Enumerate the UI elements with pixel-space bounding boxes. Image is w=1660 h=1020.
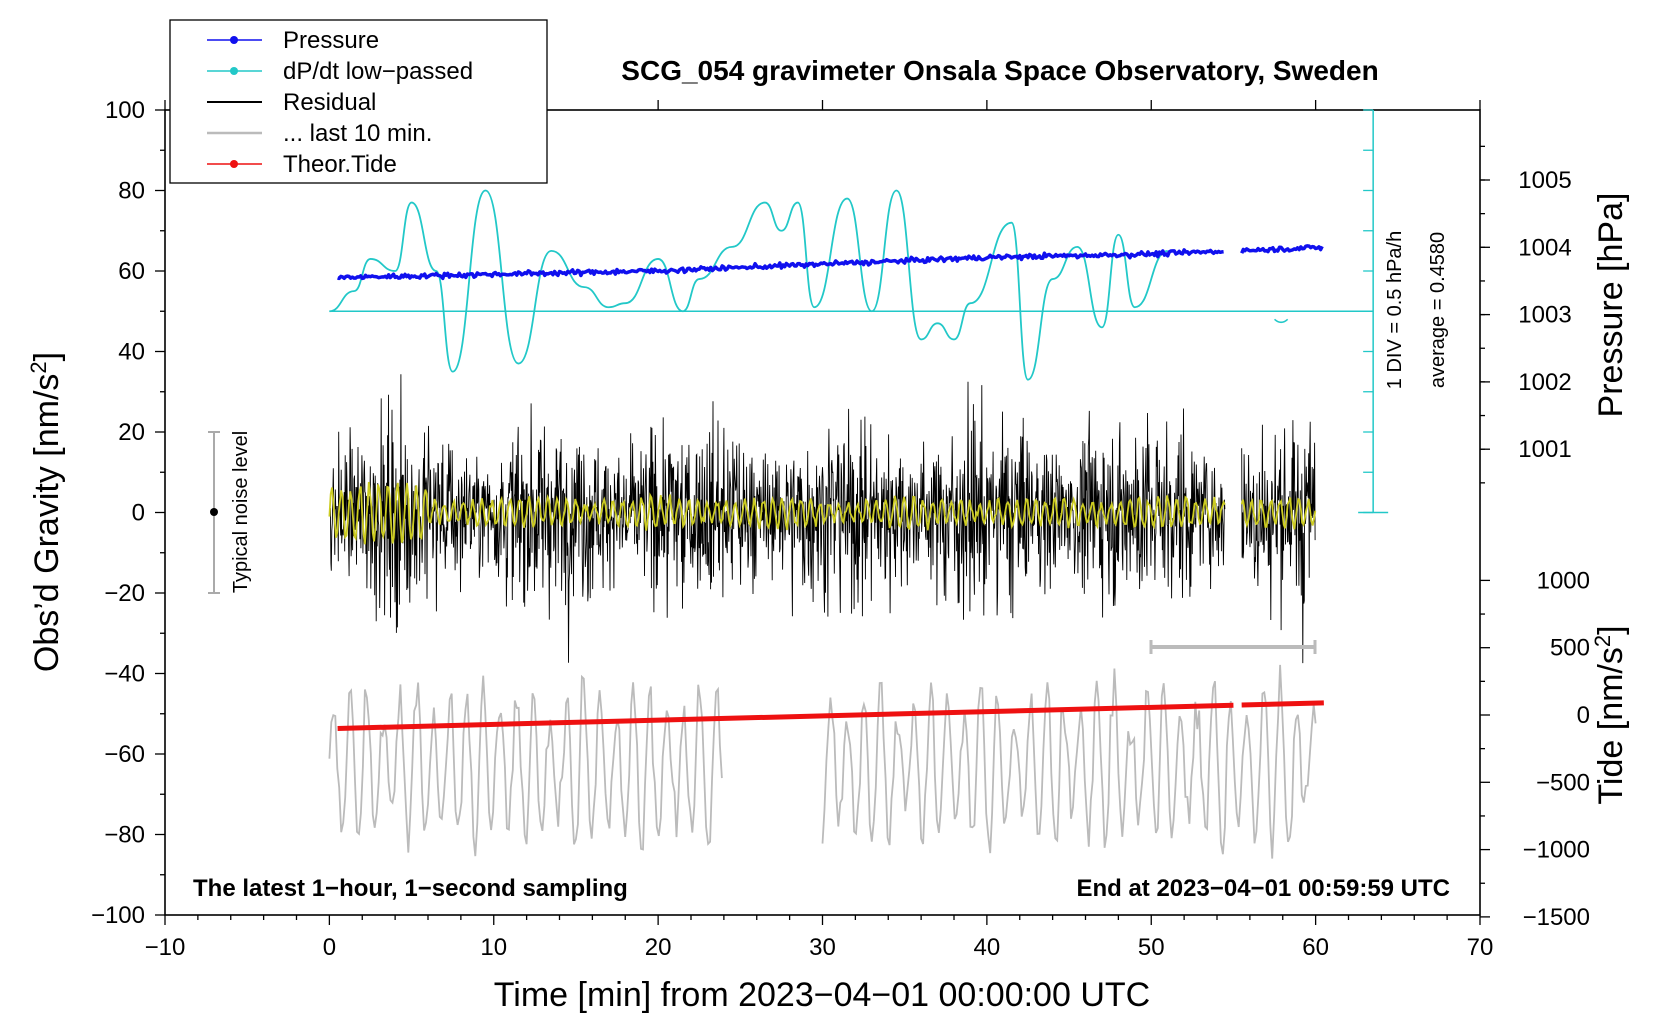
lowpass-line <box>1240 497 1317 530</box>
tide-tick-label: 500 <box>1550 635 1590 662</box>
pressure-tick-label: 1005 <box>1518 167 1571 194</box>
pressure-tick-label: 1001 <box>1518 436 1571 463</box>
last-10-min-marker <box>1149 640 1317 654</box>
tide-tick-label: −500 <box>1536 769 1590 796</box>
y-axis-title-tide: Tide [nm/s2] <box>1590 625 1630 804</box>
y-axis-title-pressure: Pressure [hPa] <box>1592 193 1630 418</box>
x-tick-label: 70 <box>1467 934 1494 961</box>
legend-marker-pressure <box>230 36 238 44</box>
y-tick-label: 80 <box>118 178 145 205</box>
pressure-line <box>337 248 1224 281</box>
noise-bar-center-dot <box>210 508 218 516</box>
legend-label-last10: ... last 10 min. <box>283 120 432 147</box>
noise-level-indicator <box>208 431 220 594</box>
dpdt-scale-ruler <box>1358 109 1389 514</box>
residual-lowpass-series <box>328 481 1317 545</box>
legend-item-dpdt: dP/dt low−passed <box>207 58 473 85</box>
x-axis-title: Time [min] from 2023−04−01 00:00:00 UTC <box>494 976 1150 1014</box>
residual-line <box>1241 420 1316 664</box>
tide-tick-label: −1500 <box>1523 904 1590 931</box>
legend-marker-tide <box>230 160 238 168</box>
pressure-axis-ticks: 1005 1004 1003 1002 1001 <box>1480 145 1572 484</box>
tide-tick-label: 1000 <box>1537 567 1590 594</box>
last-10-min-line <box>328 674 723 857</box>
legend-marker-dpdt <box>230 67 238 75</box>
footer-right: End at 2023−04−01 00:59:59 UTC <box>1076 875 1450 902</box>
pressure-series <box>337 244 1324 281</box>
tide-line <box>337 702 1234 731</box>
y-left-label-text: Obs’d Gravity [nm/s <box>28 374 66 673</box>
x-tick-label: 20 <box>645 934 672 961</box>
legend: Pressure dP/dt low−passed Residual ... l… <box>169 19 548 184</box>
x-tick-label: 50 <box>1138 934 1165 961</box>
y-tick-label: 40 <box>118 339 145 366</box>
dpdt-line <box>329 189 1168 381</box>
y-tick-label: 100 <box>105 97 145 124</box>
legend-item-last10: ... last 10 min. <box>207 120 432 147</box>
y-tick-label: −60 <box>104 741 145 768</box>
y-tick-label: 0 <box>132 500 145 527</box>
y-axis-ticks: 100 80 60 40 20 0 −20 −40 −60 −80 −100 <box>91 97 165 929</box>
x-tick-label: 40 <box>974 934 1001 961</box>
pressure-line <box>1240 244 1324 254</box>
footer-left: The latest 1−hour, 1−second sampling <box>193 875 628 902</box>
x-tick-label: 30 <box>809 934 836 961</box>
legend-item-pressure: Pressure <box>207 27 379 54</box>
last-10-min-line <box>821 664 1317 859</box>
residual-series <box>328 374 1316 664</box>
legend-label-dpdt: dP/dt low−passed <box>283 58 473 85</box>
x-tick-label: −10 <box>145 934 186 961</box>
y-tick-label: −80 <box>104 822 145 849</box>
x-tick-label: 0 <box>323 934 336 961</box>
y-left-label-end: ] <box>28 352 66 361</box>
y-tick-label: 60 <box>118 258 145 285</box>
legend-item-residual: Residual <box>207 89 376 116</box>
legend-label-tide: Theor.Tide <box>283 151 397 178</box>
dpdt-scale-label: 1 DIV = 0.5 hPa/h <box>1384 231 1406 389</box>
dpdt-average-label: average = 0.4580 <box>1427 232 1449 388</box>
tide-label-sup: 2 <box>1590 635 1615 647</box>
last-10-min-series <box>328 664 1317 859</box>
x-tick-label: 10 <box>480 934 507 961</box>
chart-title: SCG_054 gravimeter Onsala Space Observat… <box>621 55 1378 86</box>
legend-label-residual: Residual <box>283 89 376 116</box>
pressure-tick-label: 1004 <box>1518 234 1571 261</box>
tide-tick-label: −1000 <box>1523 837 1590 864</box>
dpdt-series <box>329 189 1374 381</box>
tide-axis-ticks: 1000 500 0 −500 −1000 −1500 <box>1480 567 1590 931</box>
pressure-tick-label: 1002 <box>1518 369 1571 396</box>
noise-label: Typical noise level <box>230 431 252 593</box>
tide-label-end: ] <box>1592 625 1630 634</box>
x-tick-label: 60 <box>1302 934 1329 961</box>
lowpass-line <box>328 481 1226 545</box>
tide-label-text: Tide [nm/s <box>1592 647 1630 804</box>
y-tick-label: −20 <box>104 580 145 607</box>
residual-line <box>328 374 1226 663</box>
tide-tick-label: 0 <box>1577 702 1590 729</box>
pressure-tick-label: 1003 <box>1518 302 1571 329</box>
y-axis-title-left: Obs’d Gravity [nm/s2] <box>26 352 66 672</box>
y-left-label-sup: 2 <box>26 361 51 373</box>
legend-item-tide: Theor.Tide <box>207 151 397 178</box>
tide-line <box>1241 700 1324 708</box>
y-tick-label: −40 <box>104 661 145 688</box>
legend-label-pressure: Pressure <box>283 27 379 54</box>
y-tick-label: −100 <box>91 902 145 929</box>
y-tick-label: 20 <box>118 419 145 446</box>
tide-series <box>337 700 1324 731</box>
dpdt-stray <box>1274 318 1289 324</box>
x-axis-ticks: −10 0 10 20 30 40 50 60 70 <box>145 100 1494 961</box>
